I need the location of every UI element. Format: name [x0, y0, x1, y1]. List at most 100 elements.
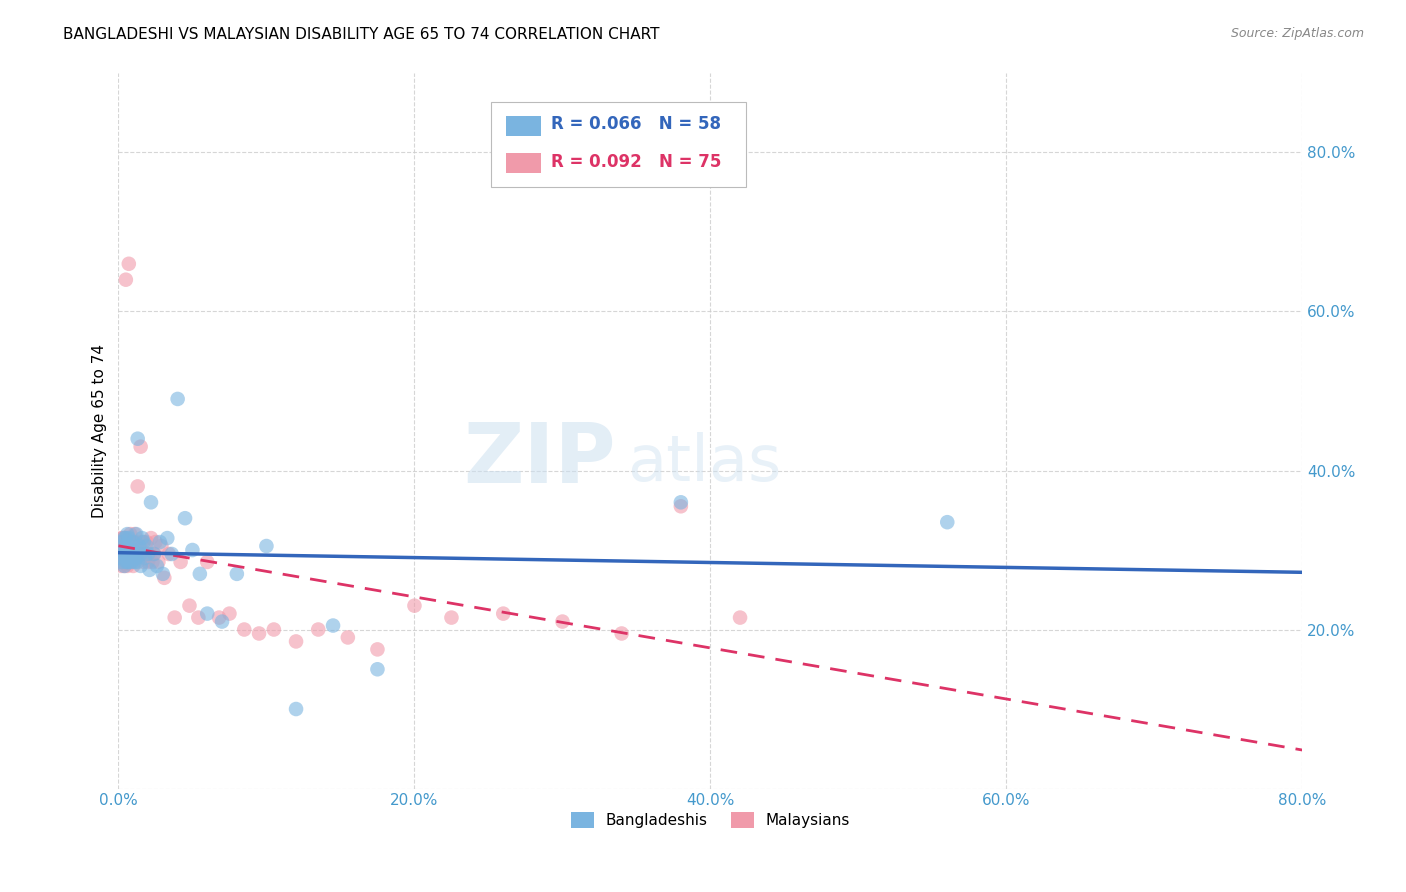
Point [136, 555, 159, 569]
Point [124, 527, 146, 541]
Point [129, 558, 152, 573]
Point [195, 555, 218, 569]
Point [135, 539, 157, 553]
Point [143, 547, 166, 561]
Point [115, 555, 138, 569]
Point [117, 555, 139, 569]
Point [120, 555, 142, 569]
Point [143, 547, 166, 561]
Point [132, 535, 155, 549]
Point [148, 555, 170, 569]
Point [120, 555, 142, 569]
Point [120, 543, 142, 558]
Point [134, 551, 156, 566]
Point [135, 535, 157, 549]
Point [121, 535, 143, 549]
Point [111, 531, 134, 545]
Point [110, 547, 132, 561]
Point [110, 531, 132, 545]
Point [124, 555, 146, 569]
Point [145, 535, 167, 549]
Point [247, 626, 270, 640]
Point [122, 543, 145, 558]
Point [125, 551, 148, 566]
Point [149, 535, 172, 549]
Point [117, 535, 139, 549]
Point [118, 257, 141, 271]
Point [127, 547, 149, 561]
Point [551, 615, 574, 629]
Point [121, 547, 143, 561]
Point [256, 539, 278, 553]
Point [322, 618, 344, 632]
Point [121, 547, 143, 561]
Point [208, 610, 231, 624]
Point [121, 555, 143, 569]
Point [129, 547, 152, 561]
Point [125, 527, 148, 541]
Point [115, 531, 138, 545]
Point [117, 527, 139, 541]
Point [132, 555, 155, 569]
Point [139, 495, 162, 509]
Point [134, 547, 156, 561]
Point [112, 547, 135, 561]
Point [115, 543, 138, 558]
Text: R = 0.066   N = 58: R = 0.066 N = 58 [551, 115, 721, 134]
Point [181, 543, 204, 558]
Point [366, 642, 388, 657]
Point [122, 535, 145, 549]
Point [169, 555, 191, 569]
Point [117, 543, 139, 558]
Text: Source: ZipAtlas.com: Source: ZipAtlas.com [1230, 27, 1364, 40]
Point [336, 631, 359, 645]
Point [110, 535, 132, 549]
Point [120, 527, 142, 541]
Point [211, 615, 233, 629]
Point [152, 566, 174, 581]
Point [188, 566, 211, 581]
Point [440, 610, 463, 624]
Point [153, 571, 176, 585]
Point [112, 558, 135, 573]
Point [195, 607, 218, 621]
Point [111, 543, 134, 558]
FancyBboxPatch shape [506, 153, 541, 173]
Text: atlas: atlas [627, 432, 782, 494]
Point [128, 539, 150, 553]
Point [129, 547, 152, 561]
Point [150, 539, 173, 553]
Point [124, 547, 146, 561]
Point [131, 535, 153, 549]
Point [160, 547, 183, 561]
Point [179, 599, 201, 613]
Point [112, 547, 135, 561]
FancyBboxPatch shape [506, 116, 541, 136]
Point [110, 555, 132, 569]
Point [124, 547, 146, 561]
Point [225, 566, 247, 581]
Point [263, 623, 285, 637]
Point [285, 702, 308, 716]
Point [163, 610, 186, 624]
Point [157, 547, 180, 561]
Point [285, 634, 308, 648]
Y-axis label: Disability Age 65 to 74: Disability Age 65 to 74 [93, 343, 107, 517]
Point [118, 547, 141, 561]
Point [233, 623, 256, 637]
Point [111, 547, 134, 561]
Point [307, 623, 329, 637]
Point [117, 543, 139, 558]
Point [610, 626, 633, 640]
Point [122, 535, 145, 549]
Point [111, 539, 134, 553]
Point [115, 273, 138, 287]
Point [118, 555, 141, 569]
Point [125, 551, 148, 566]
Text: ZIP: ZIP [463, 419, 616, 500]
Point [120, 539, 142, 553]
Point [112, 531, 135, 545]
Point [156, 531, 179, 545]
Point [129, 440, 152, 454]
Point [115, 555, 138, 569]
